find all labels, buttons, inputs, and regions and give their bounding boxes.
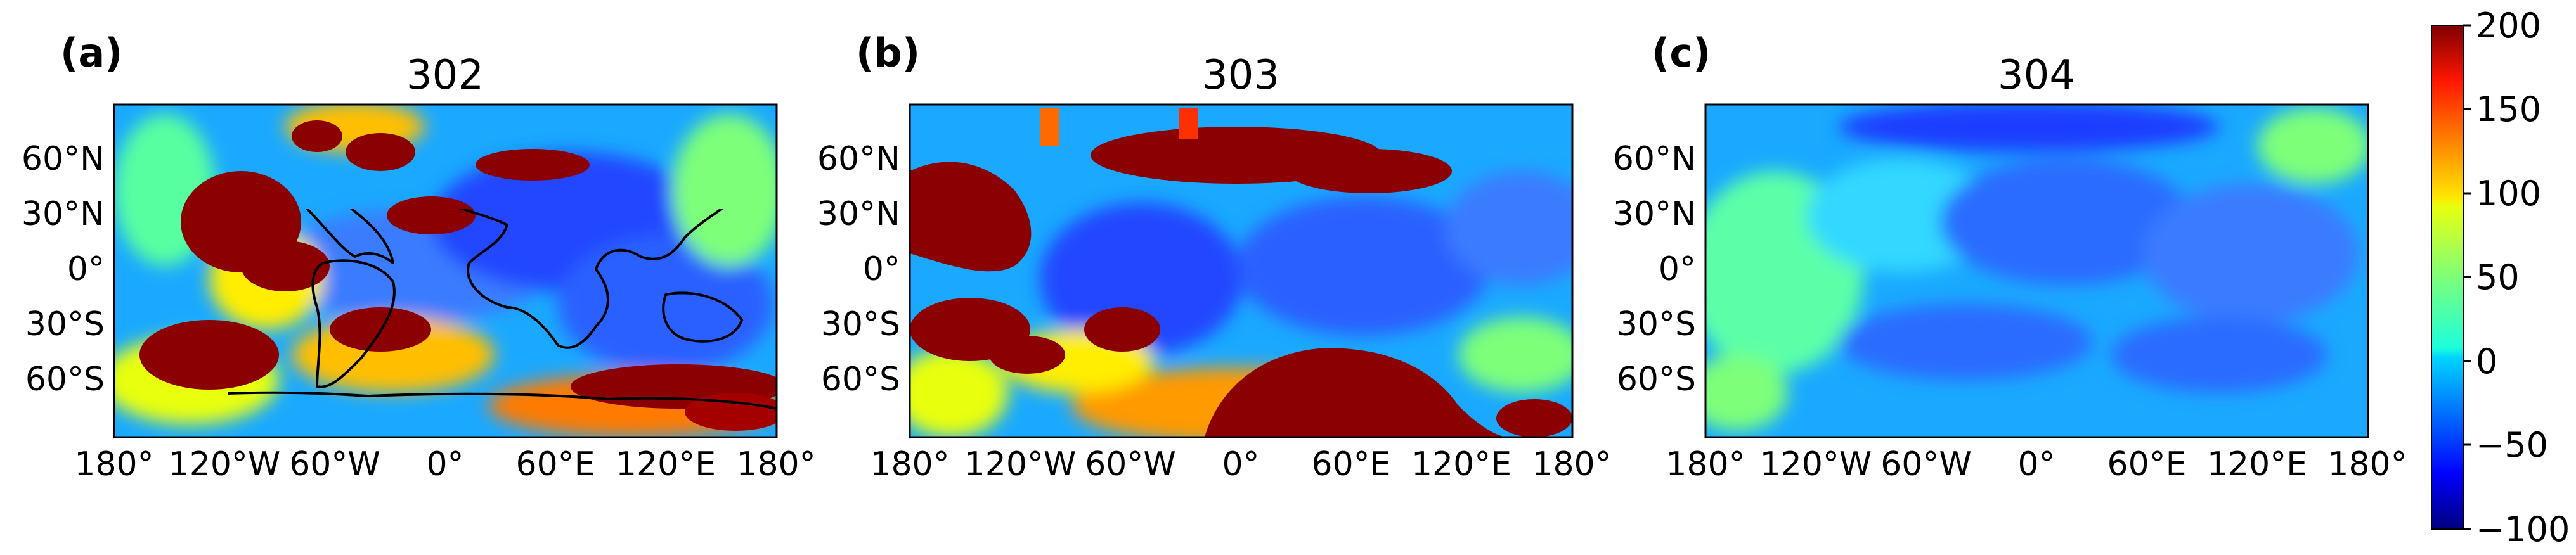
map-frame-b bbox=[909, 103, 1574, 438]
colorbar: 200 150 100 50 0 −50 −100 bbox=[2431, 6, 2570, 549]
lat-tick: 30°S bbox=[1617, 305, 1696, 343]
panel-label-b: (b) bbox=[856, 30, 920, 76]
map-field-c bbox=[1705, 105, 2368, 437]
lat-tick: 60°N bbox=[22, 140, 105, 178]
panel-label-c: (c) bbox=[1652, 30, 1711, 76]
colorbar-tick-label: 0 bbox=[2476, 341, 2497, 381]
lat-tick: 60°N bbox=[817, 140, 900, 178]
lon-tick: 60°E bbox=[1311, 445, 1390, 483]
lon-tick: 120°E bbox=[616, 445, 716, 483]
panel-c: (c) 304 60°N 30°N bbox=[1613, 30, 2407, 483]
lon-tick: 180° bbox=[736, 445, 815, 483]
colorbar-ticks: 200 150 100 50 0 −50 −100 bbox=[2463, 6, 2570, 549]
lat-tick: 60°S bbox=[25, 360, 105, 399]
lat-tick: 30°S bbox=[821, 305, 900, 343]
lat-tick: 30°N bbox=[22, 195, 105, 233]
lat-ticks-a: 60°N 30°N 0° 30°S 60°S bbox=[22, 140, 105, 399]
lat-tick: 0° bbox=[67, 250, 105, 288]
lat-tick: 30°N bbox=[817, 195, 900, 233]
lon-tick: 180° bbox=[74, 445, 153, 483]
lon-tick: 120°E bbox=[2207, 445, 2307, 483]
lon-tick: 60°W bbox=[1880, 445, 1972, 483]
lat-tick: 0° bbox=[1659, 250, 1696, 288]
panel-title-a: 302 bbox=[406, 52, 484, 99]
panel-title-c: 304 bbox=[1998, 52, 2075, 99]
lon-tick: 180° bbox=[870, 445, 949, 483]
lon-tick: 60°E bbox=[515, 445, 595, 483]
lon-tick: 180° bbox=[1532, 445, 1611, 483]
colorbar-tick-label: 200 bbox=[2476, 6, 2541, 46]
lon-tick: 0° bbox=[2017, 445, 2055, 483]
lon-tick: 60°E bbox=[2107, 445, 2186, 483]
lat-tick: 60°S bbox=[821, 360, 900, 399]
colorbar-tick-label: 150 bbox=[2476, 89, 2541, 129]
lat-ticks-c: 60°N 30°N 0° 30°S 60°S bbox=[1613, 140, 1696, 399]
lat-ticks-b: 60°N 30°N 0° 30°S 60°S bbox=[817, 140, 900, 399]
colorbar-tick-label: −100 bbox=[2476, 509, 2570, 549]
lon-tick: 60°W bbox=[289, 445, 380, 483]
panel-b: (b) 303 bbox=[817, 30, 1612, 483]
panel-title-b: 303 bbox=[1202, 52, 1279, 99]
lon-ticks-c: 180° 120°W 60°W 0° 60°E 120°E 180° bbox=[1666, 445, 2407, 483]
colorbar-tick-label: 100 bbox=[2476, 174, 2541, 214]
lon-tick: 180° bbox=[2327, 445, 2407, 483]
lon-tick: 60°W bbox=[1085, 445, 1176, 483]
map-frame-c bbox=[1704, 103, 2369, 438]
map-frame-a bbox=[113, 103, 778, 438]
colorbar-tick-label: −50 bbox=[2476, 425, 2548, 465]
lon-tick: 120°W bbox=[1760, 445, 1872, 483]
coastlines-a bbox=[228, 209, 777, 410]
lon-tick: 0° bbox=[1222, 445, 1259, 483]
lat-tick: 30°S bbox=[25, 305, 105, 343]
map-field-a bbox=[114, 105, 777, 437]
lon-tick: 120°E bbox=[1411, 445, 1511, 483]
panel-label-a: (a) bbox=[60, 30, 123, 76]
colorbar-tick-label: 50 bbox=[2476, 257, 2520, 297]
panel-a: (a) 302 bbox=[22, 30, 816, 483]
lat-tick: 0° bbox=[863, 250, 900, 288]
lon-tick: 180° bbox=[1666, 445, 1745, 483]
lon-ticks-b: 180° 120°W 60°W 0° 60°E 120°E 180° bbox=[870, 445, 1611, 483]
lat-tick: 60°N bbox=[1613, 140, 1696, 178]
lon-tick: 120°W bbox=[169, 445, 281, 483]
lon-ticks-a: 180° 120°W 60°W 0° 60°E 120°E 180° bbox=[74, 445, 815, 483]
lat-tick: 30°N bbox=[1613, 195, 1696, 233]
lon-tick: 120°W bbox=[964, 445, 1077, 483]
map-field-b bbox=[910, 105, 1572, 437]
colorbar-gradient bbox=[2431, 25, 2464, 530]
lat-tick: 60°S bbox=[1617, 360, 1696, 399]
lon-tick: 0° bbox=[426, 445, 463, 483]
